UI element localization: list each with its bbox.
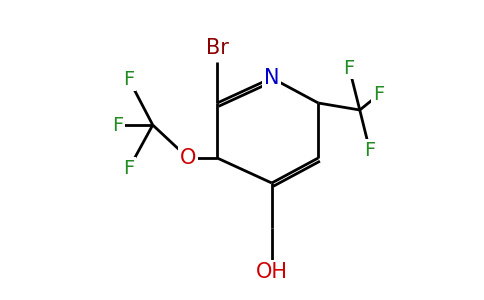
Text: OH: OH (256, 262, 288, 282)
Text: F: F (344, 58, 355, 77)
Text: N: N (264, 68, 279, 88)
Text: F: F (123, 158, 135, 178)
Text: F: F (123, 70, 135, 89)
Text: F: F (112, 116, 123, 134)
Text: O: O (180, 148, 196, 168)
Text: F: F (373, 85, 384, 104)
Text: F: F (364, 140, 375, 160)
Text: Br: Br (206, 38, 228, 58)
